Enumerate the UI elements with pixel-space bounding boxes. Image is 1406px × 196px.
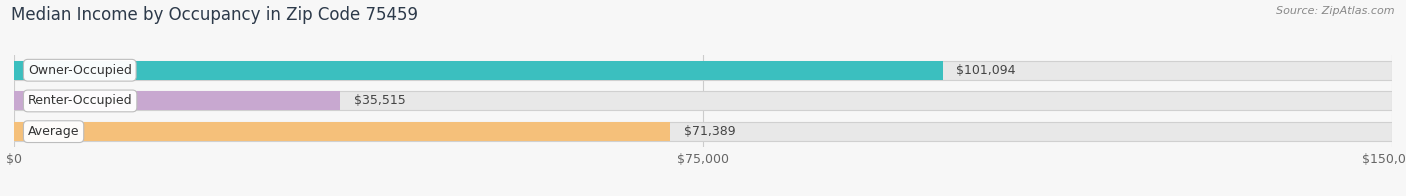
Text: Source: ZipAtlas.com: Source: ZipAtlas.com: [1277, 6, 1395, 16]
Bar: [14, 91, 340, 111]
Text: $101,094: $101,094: [956, 64, 1017, 77]
Text: $35,515: $35,515: [354, 94, 406, 107]
Text: Renter-Occupied: Renter-Occupied: [28, 94, 132, 107]
Bar: [14, 61, 942, 80]
Text: Owner-Occupied: Owner-Occupied: [28, 64, 132, 77]
Bar: [14, 122, 669, 141]
Text: $71,389: $71,389: [683, 125, 735, 138]
Bar: [14, 61, 1392, 80]
Text: Median Income by Occupancy in Zip Code 75459: Median Income by Occupancy in Zip Code 7…: [11, 6, 418, 24]
Bar: [14, 91, 1392, 111]
Bar: [14, 122, 1392, 141]
Text: Average: Average: [28, 125, 79, 138]
